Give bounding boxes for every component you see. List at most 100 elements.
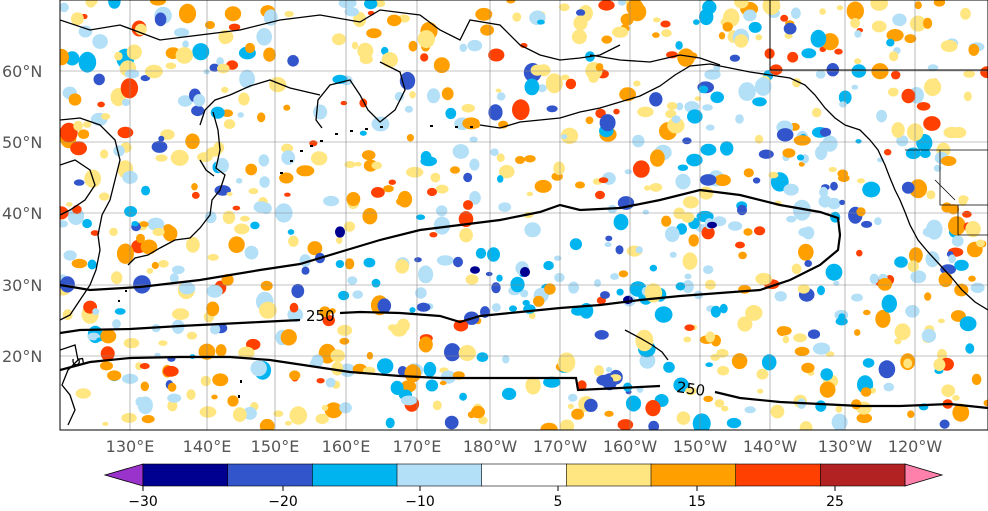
anomaly-blob [699,174,717,186]
anomaly-blob [352,290,364,299]
anomaly-blob [126,44,142,60]
anomaly-blob [786,215,797,223]
anomaly-blob [218,29,231,45]
anomaly-blob [693,19,700,25]
anomaly-blob [560,127,579,144]
anomaly-blob [791,263,802,275]
anomaly-blob [894,323,911,341]
contour-lines [60,188,988,410]
anomaly-blob [237,112,244,118]
anomaly-blob [147,217,165,231]
anomaly-blob [957,407,968,415]
anomaly-blob [665,109,677,119]
anomaly-blob [728,221,743,231]
anomaly-blob [124,206,138,217]
lon-label-150w: 150°W [673,437,728,456]
anomaly-blob [204,211,217,224]
anomaly-blob [729,54,741,62]
plot-frame [59,0,988,431]
anomaly-blob [717,365,730,376]
anomaly-blob [916,102,931,111]
anomaly-blob [540,422,558,430]
anomaly-blob [359,130,367,136]
anomaly-blob [925,251,940,268]
anomaly-blob [435,184,449,194]
anomaly-blob [704,69,721,80]
anomaly-blob [654,306,673,323]
anomaly-blob [812,107,822,118]
anomaly-blob [633,80,641,87]
anomaly-blob [343,221,356,232]
anomaly-blob [571,408,584,420]
anomaly-blob [863,309,871,316]
anomaly-blob [146,268,154,274]
anomaly-blob [905,147,921,160]
anomaly-blob [649,264,658,272]
anomaly-blob [613,213,629,231]
anomaly-blob [573,15,588,31]
anomaly-blob [102,421,109,426]
colorbar-bin [566,463,652,487]
anomaly-blob [92,34,108,49]
anomaly-blob [491,282,501,294]
anomaly-blob [861,220,873,228]
anomaly-blob [371,116,390,132]
anomaly-blob [174,27,190,38]
anomaly-blob [575,181,585,189]
anomaly-blob [430,172,441,183]
anomaly-blob [239,69,256,89]
anomaly-blob [828,166,837,173]
anomaly-blob [684,324,695,332]
anomaly-blob [141,415,155,424]
anomaly-blob [165,62,177,70]
anomaly-blob [710,305,722,318]
anomaly-blob [819,381,836,398]
anomaly-blob [141,185,151,196]
anomaly-blob [854,58,862,65]
anomaly-blob [432,400,442,411]
anomaly-blob [545,73,563,94]
anomaly-blob [983,399,988,407]
anomaly-blob [427,88,440,104]
anomaly-blob [839,101,847,108]
anomaly-blob [228,23,241,31]
colorbar: −30 −20 −10 5 15 25 [103,463,944,510]
anomaly-blob [896,135,909,147]
colorbar-bins [142,463,906,487]
anomaly-blob [487,247,500,262]
anomaly-blob [337,324,353,336]
anomaly-blob [625,395,642,412]
anomaly-blob [869,273,879,285]
anomaly-blob [167,400,178,412]
anomaly-blob [400,395,417,406]
anomaly-blob [613,108,620,115]
anomaly-blob [710,91,724,104]
anomaly-blob [344,7,360,17]
anomaly-blob [909,247,923,264]
anomaly-blob [632,160,650,178]
anomaly-blob [748,21,762,33]
anomaly-blob [459,43,468,52]
anomaly-blob [533,295,545,307]
colorbar-tick-label: 15 [688,494,706,510]
anomaly-blob [851,84,859,90]
anomaly-blob [909,15,927,32]
anomaly-blob [941,384,956,398]
anomaly-blob [490,148,499,156]
anomaly-blob [596,374,614,386]
anomaly-blob [463,200,473,210]
anomaly-blob [177,95,193,107]
anomaly-blob [224,6,242,22]
anomaly-blob [453,319,469,332]
anomaly-blob [191,191,200,199]
anomaly-blob [559,3,570,12]
anomaly-blob [131,221,139,227]
anomaly-blob [193,94,206,107]
anomaly-blob [462,117,480,130]
colorbar-ticks [142,486,836,491]
anomaly-blob [120,78,139,99]
anomaly-blob [585,116,594,125]
anomaly-blob [807,329,821,340]
anomaly-blob [835,317,848,326]
anomaly-blob [135,362,143,371]
